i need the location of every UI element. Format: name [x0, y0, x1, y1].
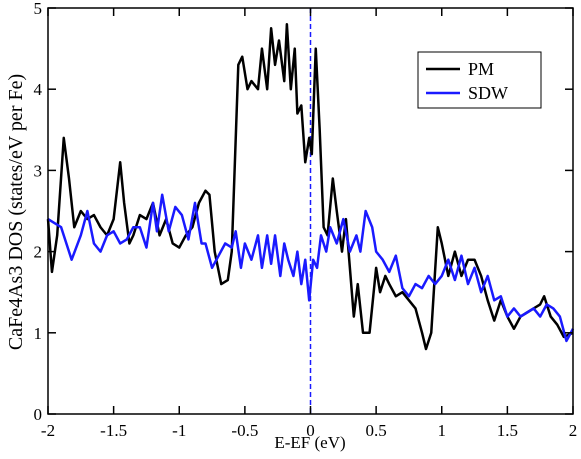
- x-axis-label: E-EF (eV): [274, 433, 345, 452]
- y-tick-label: 2: [34, 243, 43, 262]
- y-axis-label: CaFe4As3 DOS (states/eV per Fe): [5, 74, 27, 350]
- y-tick-label: 4: [34, 80, 43, 99]
- y-tick-label: 3: [34, 161, 43, 180]
- x-tick-label: 0.5: [366, 421, 387, 440]
- series-line: [46, 22, 574, 351]
- x-tick-label: 1: [438, 421, 447, 440]
- series-line: [47, 193, 575, 343]
- x-tick-label: -2: [41, 421, 55, 440]
- y-tick-label: 1: [34, 324, 43, 343]
- x-tick-label: 1.5: [497, 421, 518, 440]
- legend-label: PM: [468, 59, 494, 79]
- x-tick-label: -1: [172, 421, 186, 440]
- legend-box: [417, 51, 542, 109]
- x-tick-label: 2: [569, 421, 578, 440]
- y-tick-label: 0: [34, 405, 43, 424]
- x-tick-label: -1.5: [100, 421, 127, 440]
- y-tick-label: 5: [34, 0, 43, 18]
- legend-label: SDW: [468, 83, 508, 103]
- x-tick-label: 0: [306, 421, 315, 440]
- x-tick-label: -0.5: [231, 421, 258, 440]
